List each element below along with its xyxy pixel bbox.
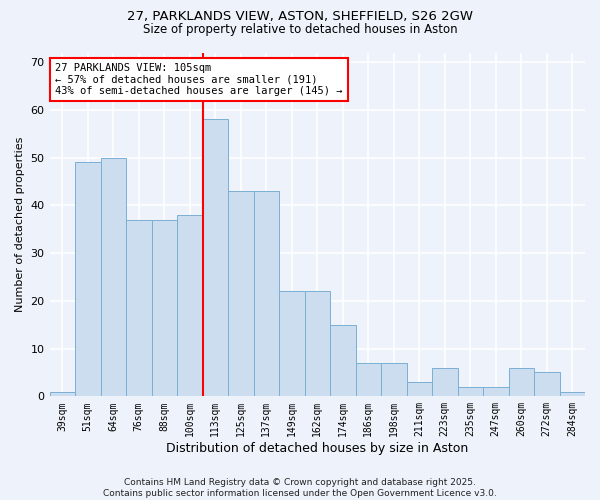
Bar — [279, 292, 305, 397]
Text: 27, PARKLANDS VIEW, ASTON, SHEFFIELD, S26 2GW: 27, PARKLANDS VIEW, ASTON, SHEFFIELD, S2… — [127, 10, 473, 23]
Bar — [560, 392, 585, 396]
Text: 27 PARKLANDS VIEW: 105sqm
← 57% of detached houses are smaller (191)
43% of semi: 27 PARKLANDS VIEW: 105sqm ← 57% of detac… — [55, 63, 343, 96]
Bar — [356, 363, 381, 396]
Bar — [330, 324, 356, 396]
Bar — [177, 215, 203, 396]
Bar — [75, 162, 101, 396]
Bar — [254, 191, 279, 396]
Bar — [101, 158, 126, 396]
X-axis label: Distribution of detached houses by size in Aston: Distribution of detached houses by size … — [166, 442, 469, 455]
Bar — [534, 372, 560, 396]
Bar — [228, 191, 254, 396]
Bar — [483, 387, 509, 396]
Bar — [305, 292, 330, 397]
Y-axis label: Number of detached properties: Number of detached properties — [15, 136, 25, 312]
Bar — [381, 363, 407, 396]
Text: Contains HM Land Registry data © Crown copyright and database right 2025.
Contai: Contains HM Land Registry data © Crown c… — [103, 478, 497, 498]
Bar — [458, 387, 483, 396]
Bar — [203, 120, 228, 396]
Bar — [152, 220, 177, 396]
Bar — [50, 392, 75, 396]
Bar — [126, 220, 152, 396]
Text: Size of property relative to detached houses in Aston: Size of property relative to detached ho… — [143, 22, 457, 36]
Bar — [407, 382, 432, 396]
Bar — [432, 368, 458, 396]
Bar — [509, 368, 534, 396]
